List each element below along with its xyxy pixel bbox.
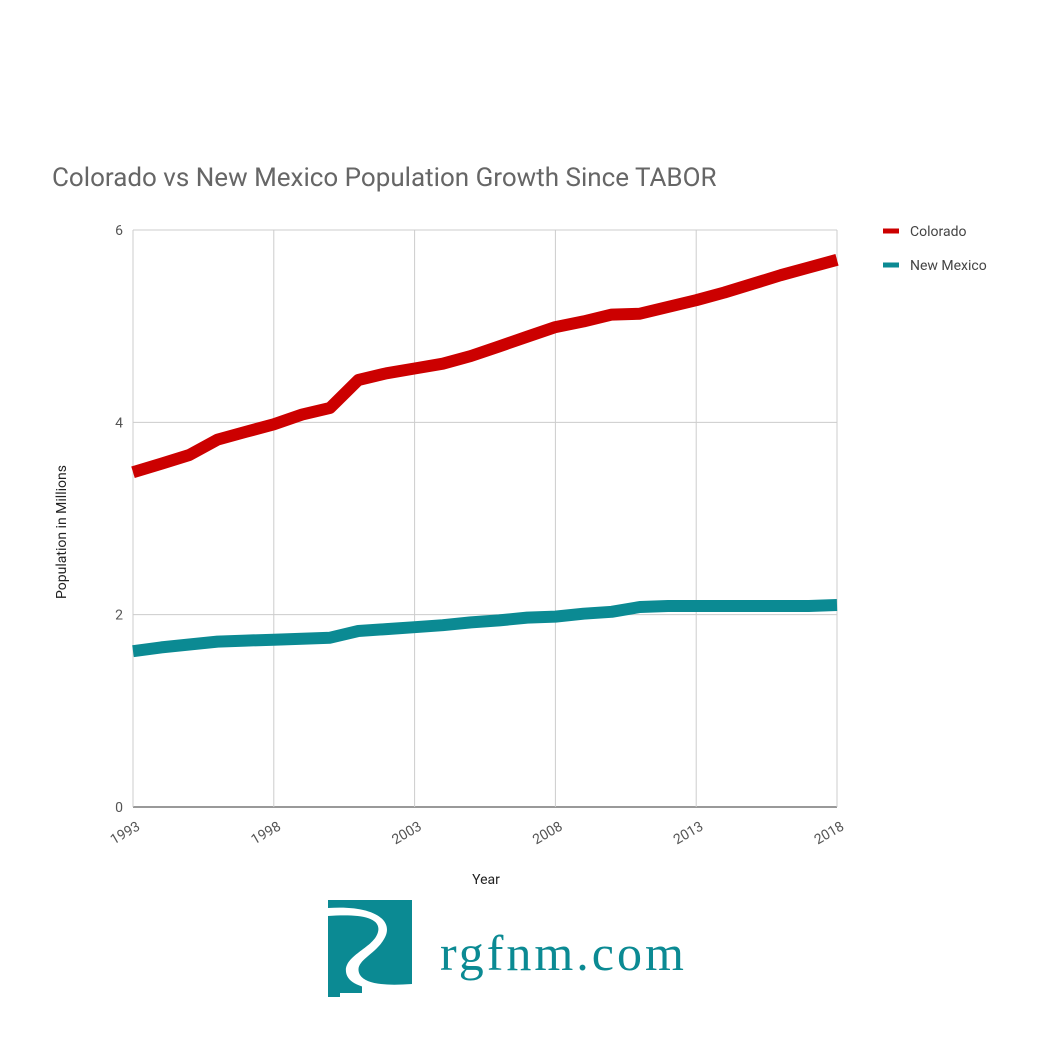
legend-label: Colorado [910,224,966,240]
logo: rgfnm.com [328,900,687,997]
line-series [131,254,839,479]
chart-title: Colorado vs New Mexico Population Growth… [52,163,717,193]
x-axis-label: Year [472,872,500,888]
y-axis-label: Population in Millions [54,465,70,599]
logo-text: rgfnm.com [440,925,687,981]
y-tick-label: 2 [115,608,123,624]
y-tick-label: 4 [115,415,123,431]
y-tick-label: 0 [115,800,123,816]
y-tick-label: 6 [115,223,123,239]
legend-label: New Mexico [910,258,987,274]
line-series [132,599,838,658]
logo-river [328,907,412,991]
